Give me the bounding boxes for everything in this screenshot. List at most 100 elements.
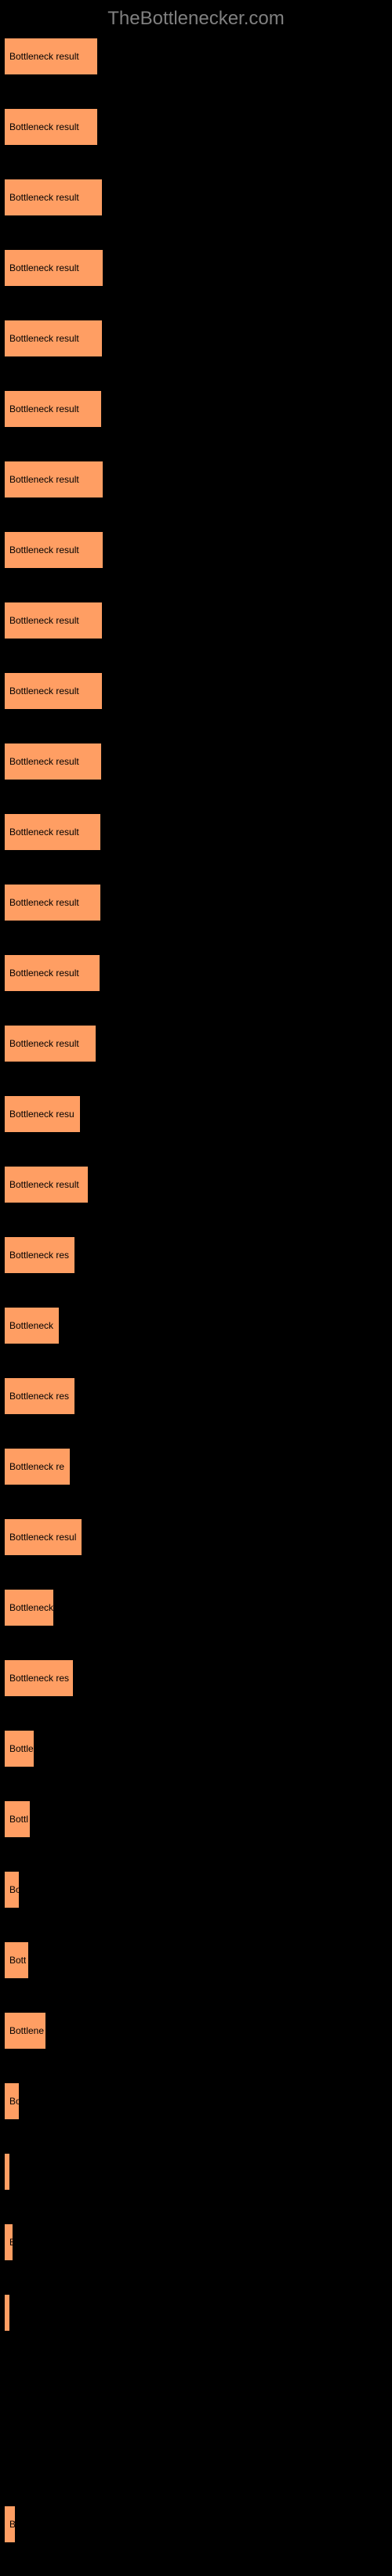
bar-row: Bottleneck result [4,531,388,569]
bar-row: B [4,2505,388,2543]
bar-row: Bottleneck [4,1307,388,1344]
bar-chart: Bottleneck result Bottleneck result Bottle… [0,38,392,2543]
bar-row: Bottleneck result [4,1166,388,1203]
bar-row: Bottleneck result [4,1025,388,1062]
bar-row: Bottleneck result [4,813,388,851]
chart-bar: Bo [4,1871,20,1908]
bar-row: Bottleneck result [4,602,388,639]
chart-bar: B [4,2505,16,2543]
bar-label: Bottleneck result [9,827,79,838]
bar-label: Bottleneck result [9,192,79,203]
chart-bar: Bottleneck result [4,1025,96,1062]
bar-row: B [4,2223,388,2261]
bar-label: Bottleneck result [9,1179,79,1190]
bar-row: Bottleneck result [4,390,388,428]
chart-bar: B [4,2223,13,2261]
bar-label: Bottleneck result [9,897,79,908]
bar-label: Bo [9,1884,19,1895]
bar-label: Bottleneck [9,1602,53,1613]
bar-row: Bo [4,2082,388,2120]
bar-row: Bottleneck result [4,461,388,498]
bar-row: Bottleneck result [4,320,388,357]
chart-bar: Bottleneck [4,1589,54,1626]
bar-label: B [9,2237,13,2248]
bar-label: Bottle [9,1743,34,1754]
bar-label: Bottleneck result [9,686,79,696]
chart-bar: Bottleneck res [4,1377,75,1415]
bar-label: Bottleneck result [9,333,79,344]
bar-label: Bottleneck res [9,1391,69,1402]
bar-row: Bottleneck result [4,672,388,710]
header: TheBottlenecker.com [0,0,392,38]
chart-bar [4,2364,5,2402]
bar-label: Bottleneck resu [9,1109,74,1120]
bar-label: Bottleneck result [9,1038,79,1049]
bar-row: Bottleneck resul [4,1518,388,1556]
chart-bar: Bottleneck result [4,672,103,710]
bar-row: Bottleneck result [4,249,388,287]
bar-row: Bott [4,1941,388,1979]
chart-bar: Bott [4,1941,29,1979]
chart-bar: Bottl [4,1800,31,1838]
chart-bar [4,2294,10,2332]
bar-label: Bottleneck result [9,968,79,979]
bar-row: Bottleneck re [4,1448,388,1485]
chart-bar: Bottleneck result [4,38,98,75]
bar-row: Bottleneck res [4,1659,388,1697]
chart-bar: Bottleneck result [4,320,103,357]
bar-row [4,2153,388,2191]
chart-bar: Bottlene [4,2012,46,2050]
site-title: TheBottlenecker.com [107,8,284,29]
chart-bar: Bottleneck result [4,743,102,780]
bar-row: Bottleneck result [4,38,388,75]
chart-bar: Bottleneck result [4,884,101,921]
chart-bar: Bottleneck result [4,461,103,498]
chart-bar: Bottleneck resul [4,1518,82,1556]
chart-bar: Bottleneck result [4,602,103,639]
bar-label: Bottleneck result [9,615,79,626]
chart-bar: Bottleneck res [4,1659,74,1697]
chart-bar: Bottleneck resu [4,1095,81,1133]
bar-row: Bottleneck result [4,108,388,146]
bar-row: Bottlene [4,2012,388,2050]
bar-label: Bottleneck result [9,756,79,767]
bar-label: B [9,2519,15,2530]
bar-row: Bottle [4,1730,388,1767]
chart-bar: Bo [4,2082,20,2120]
bar-row: Bottleneck result [4,884,388,921]
bar-row: Bottleneck result [4,743,388,780]
bar-label: Bottleneck result [9,51,79,62]
bar-row: Bottleneck result [4,179,388,216]
bar-label: Bottleneck res [9,1673,69,1684]
chart-bar: Bottleneck result [4,954,100,992]
chart-bar: Bottleneck result [4,813,101,851]
bar-row [4,2435,388,2473]
bar-label: Bottleneck result [9,474,79,485]
chart-bar: Bottleneck result [4,249,103,287]
bar-label: Bottleneck result [9,545,79,555]
bar-label: Bottl [9,1814,28,1825]
bar-label: Bottleneck resul [9,1532,76,1543]
chart-bar [4,2435,5,2473]
bar-row: Bottleneck res [4,1236,388,1274]
bar-label: Bottleneck result [9,121,79,132]
bar-label: Bottleneck re [9,1461,64,1472]
chart-bar: Bottleneck result [4,1166,89,1203]
bar-row: Bottleneck resu [4,1095,388,1133]
bar-label: Bottleneck [9,1320,53,1331]
bar-label: Bottlene [9,2025,44,2036]
bar-row: Bottleneck result [4,954,388,992]
chart-bar [4,2153,10,2191]
bar-row: Bottl [4,1800,388,1838]
chart-bar: Bottleneck result [4,531,103,569]
bar-label: Bottleneck result [9,262,79,273]
chart-bar: Bottleneck result [4,179,103,216]
bar-row [4,2294,388,2332]
chart-bar: Bottle [4,1730,34,1767]
bar-row: Bottleneck res [4,1377,388,1415]
chart-bar: Bottleneck res [4,1236,75,1274]
chart-bar: Bottleneck result [4,390,102,428]
chart-bar: Bottleneck result [4,108,98,146]
bar-label: Bott [9,1955,26,1966]
bar-label: Bottleneck result [9,403,79,414]
